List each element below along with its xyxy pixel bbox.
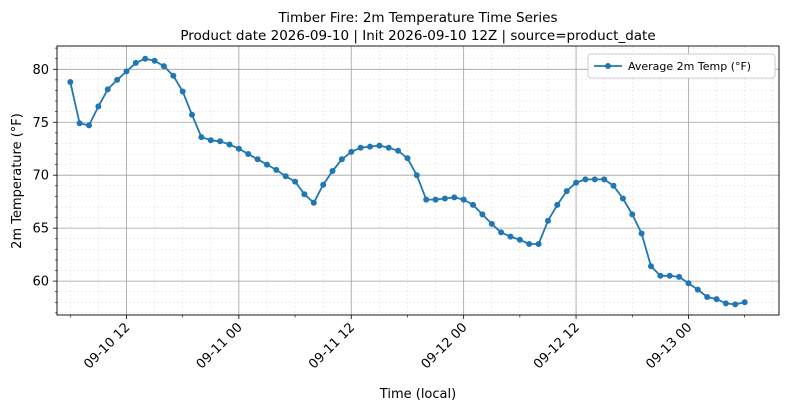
data-point <box>441 195 448 202</box>
data-point <box>376 142 383 149</box>
plot-frame <box>56 45 780 316</box>
data-point <box>694 286 701 293</box>
data-point <box>254 156 261 163</box>
data-point <box>563 188 570 195</box>
data-point <box>582 176 589 183</box>
data-point <box>479 211 486 218</box>
data-point <box>648 263 654 270</box>
y-tick-label: 65 <box>32 222 49 237</box>
data-point <box>301 191 308 198</box>
chart-subtitle: Product date 2026-09-10 | Init 2026-09-1… <box>180 28 655 44</box>
data-point <box>142 55 149 62</box>
data-point <box>685 280 692 287</box>
data-point <box>704 294 711 300</box>
data-point <box>282 173 289 180</box>
data-point <box>722 300 729 307</box>
data-point <box>423 196 430 203</box>
data-point <box>329 168 336 174</box>
data-point <box>104 86 111 93</box>
data-point <box>638 230 645 237</box>
data-point <box>348 148 355 155</box>
data-point <box>488 220 495 227</box>
data-point <box>601 176 608 183</box>
data-point <box>189 111 195 118</box>
data-point <box>264 161 270 168</box>
data-point <box>526 241 533 247</box>
data-point <box>338 156 345 163</box>
data-point <box>114 76 121 83</box>
data-point <box>245 151 252 157</box>
data-point <box>713 296 720 303</box>
data-point <box>666 272 673 279</box>
data-point <box>432 196 439 203</box>
data-point <box>451 194 458 201</box>
data-point <box>554 201 561 208</box>
data-point <box>235 145 242 152</box>
data-point <box>629 211 636 218</box>
data-point <box>591 176 598 183</box>
data-point <box>170 72 177 79</box>
data-point <box>86 122 92 129</box>
data-point <box>516 236 523 243</box>
data-point <box>460 196 467 203</box>
data-point <box>357 144 364 151</box>
data-point <box>498 229 505 236</box>
data-point <box>76 120 83 127</box>
data-point <box>413 172 420 179</box>
data-point <box>676 273 683 280</box>
data-point <box>226 141 233 148</box>
series-layer <box>67 55 748 308</box>
data-point <box>535 241 542 247</box>
data-point <box>507 233 514 240</box>
data-point <box>179 88 186 95</box>
data-point <box>470 201 476 208</box>
legend-label: Average 2m Temp (°F) <box>628 60 751 73</box>
data-point <box>132 59 139 66</box>
data-point <box>67 79 74 85</box>
data-point <box>198 134 205 141</box>
data-point <box>573 179 580 186</box>
data-point <box>367 143 373 150</box>
y-tick-label: 60 <box>32 275 49 290</box>
data-point <box>320 181 327 188</box>
data-point <box>610 182 617 189</box>
data-point <box>619 195 626 202</box>
data-point <box>404 155 411 162</box>
data-point <box>123 68 130 75</box>
data-point <box>741 299 748 306</box>
data-point <box>732 301 739 308</box>
data-point <box>545 217 551 224</box>
data-point <box>273 166 280 173</box>
chart-title: Timber Fire: 2m Temperature Time Series <box>277 10 557 26</box>
legend-box <box>587 53 776 79</box>
data-point <box>385 144 392 151</box>
y-axis-label: 2m Temperature (°F) <box>10 113 25 249</box>
y-tick-label: 70 <box>32 169 49 184</box>
data-point <box>395 147 402 154</box>
y-tick-label: 75 <box>32 116 49 131</box>
data-point <box>657 272 664 279</box>
x-axis-label: Time (local) <box>379 387 456 402</box>
data-point <box>217 138 224 145</box>
data-point <box>207 137 214 144</box>
data-point <box>95 103 102 110</box>
legend: Average 2m Temp (°F) <box>587 53 776 79</box>
data-point <box>151 57 158 64</box>
legend-marker-sample <box>605 63 611 69</box>
data-point <box>160 63 167 70</box>
y-tick-label: 80 <box>32 63 49 78</box>
data-point <box>310 199 317 206</box>
data-point <box>292 178 299 185</box>
